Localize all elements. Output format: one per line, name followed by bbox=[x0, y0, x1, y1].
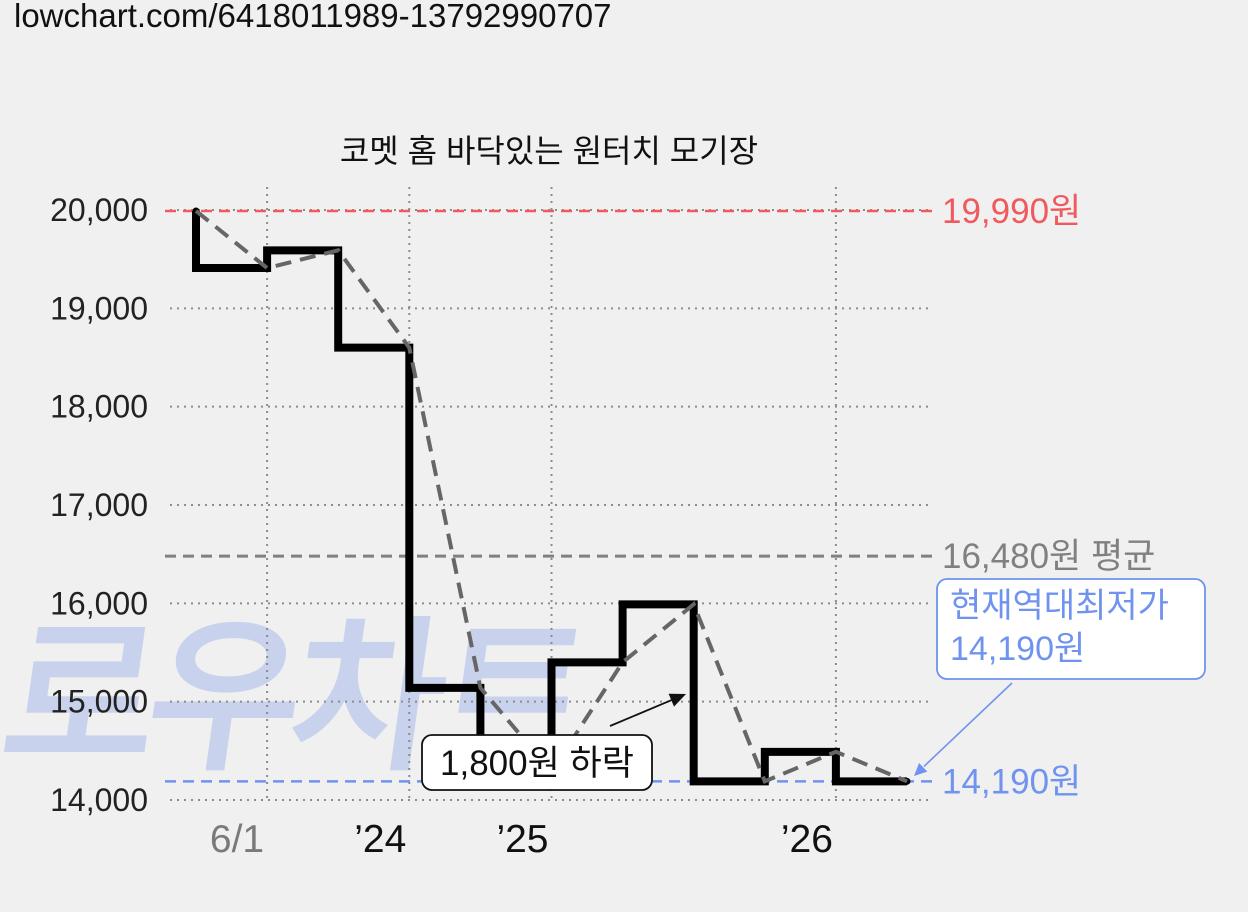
highest-price-label: 19,990원 bbox=[942, 192, 1081, 231]
annotation-label: 1,800원 하락 bbox=[440, 744, 634, 783]
chart-title: 코멧 홈 바닥있는 원터치 모기장 bbox=[340, 133, 758, 169]
annotation-arrow-line bbox=[609, 699, 672, 727]
annotation-arrow-head bbox=[668, 693, 686, 707]
lowest-price-callout: 현재역대최저가 14,190원 bbox=[914, 578, 1206, 776]
y-tick-label: 16,000 bbox=[50, 585, 148, 621]
lowest-price-label: 14,190원 bbox=[942, 762, 1081, 801]
average-price-label: 16,480원 평균 bbox=[942, 537, 1155, 576]
x-tick-label: ’25 bbox=[496, 818, 548, 861]
callout-arrow-head bbox=[914, 763, 928, 776]
y-tick-label: 17,000 bbox=[50, 487, 148, 523]
reference-lines: 19,990원 16,480원 평균 14,190원 bbox=[165, 192, 1155, 801]
y-tick-label: 18,000 bbox=[50, 389, 148, 425]
axis-labels: 20,000 19,000 18,000 17,000 16,000 15,000 14,0… bbox=[50, 192, 833, 861]
x-tick-label: ’26 bbox=[781, 818, 833, 861]
callout-box bbox=[936, 578, 1206, 680]
y-tick-label: 20,000 bbox=[50, 192, 148, 228]
annotation-box bbox=[421, 734, 653, 791]
price-trend-line bbox=[194, 209, 908, 784]
callout-price: 14,190원 bbox=[950, 630, 1085, 668]
y-tick-label: 15,000 bbox=[50, 684, 148, 720]
y-tick-label: 14,000 bbox=[50, 782, 148, 818]
x-tick-label: ’24 bbox=[354, 818, 406, 861]
drop-annotation: 1,800원 하락 bbox=[421, 693, 686, 791]
callout-title: 현재역대최저가 bbox=[950, 587, 1169, 625]
page-url: lowchart.com/6418011989-13792990707 bbox=[14, 0, 612, 34]
callout-arrow-line bbox=[923, 682, 1013, 767]
x-tick-label: 6/1 bbox=[210, 818, 264, 861]
y-tick-label: 19,000 bbox=[50, 290, 148, 326]
